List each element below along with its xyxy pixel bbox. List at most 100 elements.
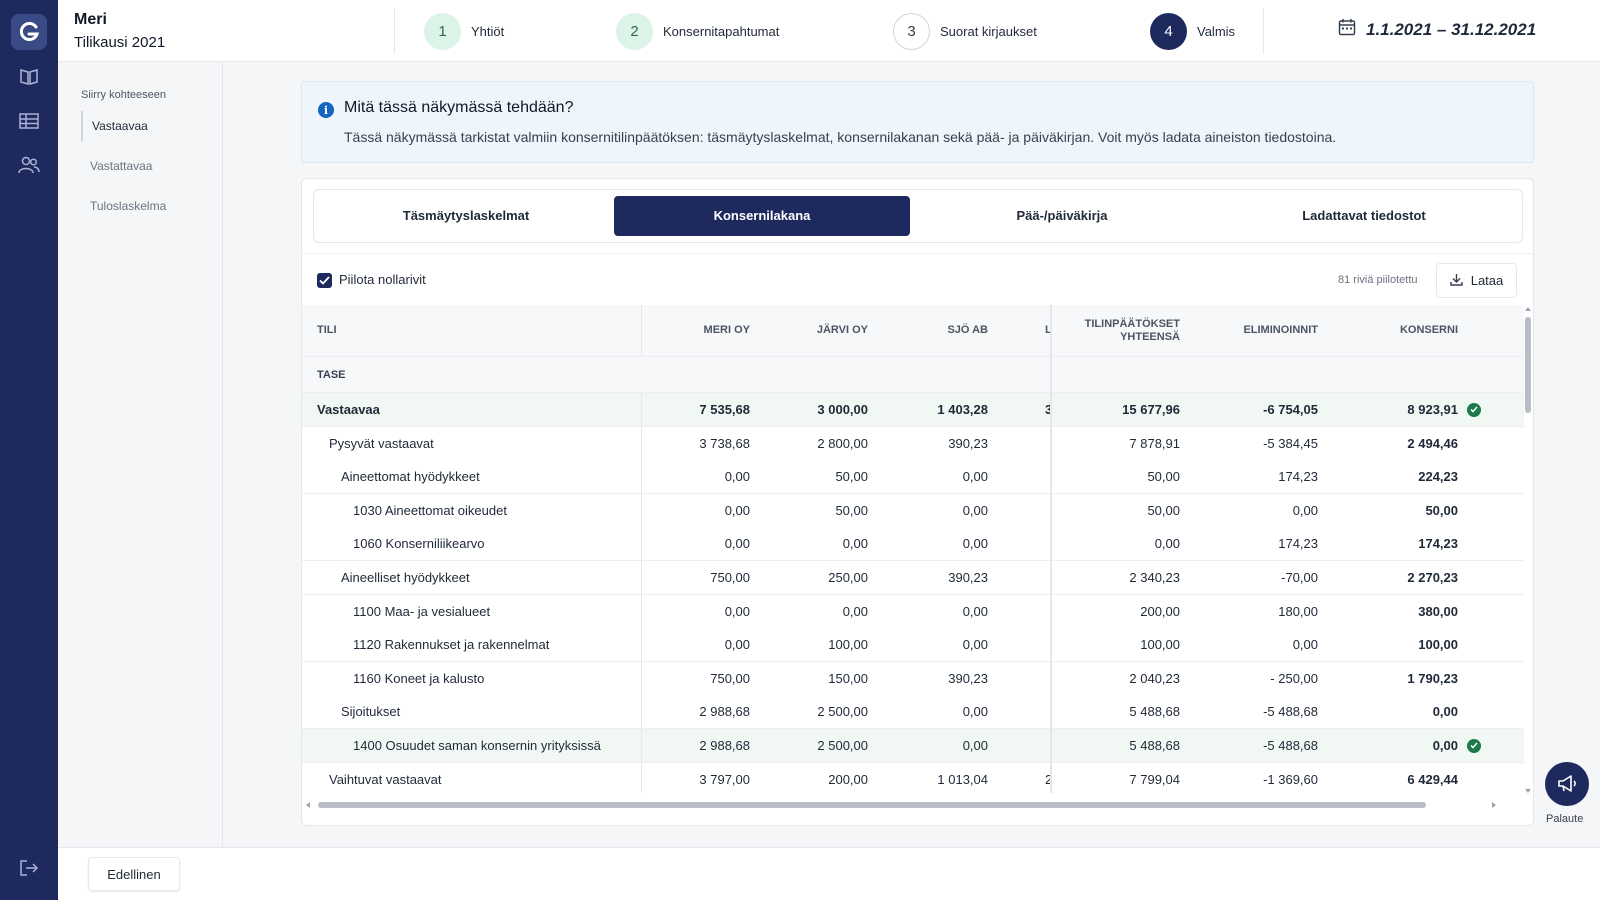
account-name-cell: 1060 Konserniliikearvo [353, 536, 485, 552]
sjo-value-cell: 1 403,28 [937, 402, 988, 417]
hide-zero-rows-checkbox[interactable] [317, 273, 332, 288]
table-row[interactable]: Sijoitukset 2 988,68 2 500,00 0,00 5 488,68 -… [302, 695, 1524, 730]
account-name-cell: 1160 Koneet ja kalusto [353, 670, 485, 686]
header-divider [1263, 8, 1264, 54]
table-row[interactable]: 1160 Koneet ja kalusto 750,00 150,00 390,23… [302, 661, 1524, 696]
step-label: Yhtiöt [471, 23, 505, 39]
scrollbar-thumb[interactable] [318, 802, 1426, 808]
nav-item-vastaavaa[interactable]: Vastaavaa [81, 111, 148, 141]
elimination-value-cell: - 250,00 [1270, 670, 1318, 686]
total-value-cell: 50,00 [1147, 502, 1180, 518]
jump-to-title: Siirry kohteeseen [81, 89, 166, 101]
jarvi-value-cell: 0,00 [842, 603, 868, 619]
meri-value-cell: 0,00 [724, 502, 750, 518]
app-logo-icon[interactable] [11, 14, 47, 50]
elimination-value-cell: 174,23 [1278, 536, 1318, 552]
table-row[interactable]: 1100 Maa- ja vesialueet 0,00 0,00 0,00 200,0… [302, 594, 1524, 629]
table-icon[interactable] [17, 109, 41, 133]
total-value-cell: 7 799,04 [1129, 771, 1180, 787]
fiscal-period: Tilikausi 2021 [74, 34, 166, 51]
group-value-cell: 1 790,23 [1407, 670, 1458, 686]
validated-check-icon [1467, 729, 1487, 762]
table-row[interactable]: 1060 Konserniliikearvo 0,00 0,00 0,00 0,00 17… [302, 527, 1524, 562]
account-name-cell: Vaihtuvat vastaavat [329, 771, 442, 787]
info-title: Mitä tässä näkymässä tehdään? [344, 99, 574, 116]
col-header-group[interactable]: KONSERNI [1399, 324, 1458, 336]
table-row[interactable]: Vastaavaa 7 535,68 3 000,00 1 403,28 3 15 677… [302, 393, 1524, 427]
col-header-account[interactable]: TILI [317, 324, 337, 336]
column-divider [641, 561, 642, 594]
report-card: Täsmäytyslaskelmat Konsernilakana Pää-/p… [301, 178, 1534, 826]
total-value-cell: 5 488,68 [1129, 704, 1180, 720]
nav-item-tuloslaskelma[interactable]: Tuloslaskelma [90, 199, 167, 213]
table-row[interactable]: Pysyvät vastaavat 3 738,68 2 800,00 390,23 7… [302, 426, 1524, 461]
elimination-value-cell: 174,23 [1278, 469, 1318, 485]
elimination-value-cell: -70,00 [1281, 570, 1318, 585]
step-number: 1 [424, 12, 461, 50]
scrollbar-thumb[interactable] [1525, 317, 1531, 413]
total-value-cell: 7 878,91 [1129, 435, 1180, 451]
sjo-value-cell: 0,00 [962, 704, 988, 720]
company-name: Meri [74, 11, 107, 28]
book-icon[interactable] [17, 65, 41, 89]
tab-tasmaytyslaskelmat[interactable]: Täsmäytyslaskelmat [402, 208, 530, 223]
col-header-sjo[interactable]: SJÖ AB [947, 324, 988, 336]
scroll-right-icon [1492, 802, 1496, 808]
checkmark-icon [319, 276, 330, 285]
account-name-cell: Vastaavaa [317, 402, 380, 417]
jump-to-nav: Siirry kohteeseen Vastaavaa Vastattavaa … [58, 62, 223, 847]
sjo-value-cell: 0,00 [962, 536, 988, 552]
table-row[interactable]: Vaihtuvat vastaavat 3 797,00 200,00 1 013,0… [302, 762, 1524, 793]
download-button[interactable]: Lataa [1436, 263, 1517, 298]
col-header-meri[interactable]: MERI OY [703, 324, 750, 336]
account-name-cell: Aineettomat hyödykkeet [341, 469, 480, 485]
date-range[interactable]: 1.1.2021 – 31.12.2021 [1338, 18, 1536, 41]
group-value-cell: 8 923,91 [1407, 402, 1458, 417]
col-header-partial[interactable]: L [1045, 305, 1051, 356]
feedback-button[interactable] [1545, 762, 1589, 806]
table-row[interactable]: Aineettomat hyödykkeet 0,00 50,00 0,00 50,00… [302, 460, 1524, 495]
col-header-jarvi[interactable]: JÄRVI OY [816, 324, 868, 336]
jarvi-value-cell: 100,00 [828, 637, 868, 653]
section-label: TASE [317, 368, 346, 381]
logout-icon[interactable] [17, 856, 41, 880]
total-value-cell: 5 488,68 [1129, 738, 1180, 753]
group-value-cell: 50,00 [1425, 502, 1458, 518]
sjo-value-cell: 0,00 [962, 738, 988, 753]
sjo-value-cell: 0,00 [962, 637, 988, 653]
table-row[interactable]: 1030 Aineettomat oikeudet 0,00 50,00 0,00 50… [302, 493, 1524, 528]
elimination-value-cell: 0,00 [1292, 637, 1318, 653]
step-konsernitapahtumat[interactable]: 2 Konsernitapahtumat [616, 12, 779, 50]
step-suorat-kirjaukset[interactable]: 3 Suorat kirjaukset [893, 12, 1037, 50]
horizontal-scrollbar[interactable] [302, 799, 1524, 811]
total-value-cell: 2 040,23 [1129, 670, 1180, 686]
column-divider [641, 762, 642, 793]
group-value-cell: 100,00 [1418, 637, 1458, 653]
sjo-value-cell: 390,23 [948, 435, 988, 451]
tab-ladattavat-tiedostot[interactable]: Ladattavat tiedostot [1302, 208, 1426, 223]
nav-item-vastattavaa[interactable]: Vastattavaa [90, 159, 153, 173]
tab-paa-paivakirja[interactable]: Pää-/päiväkirja [1016, 208, 1108, 223]
table-row[interactable]: 1120 Rakennukset ja rakennelmat 0,00 100,0… [302, 628, 1524, 663]
col-header-eliminations[interactable]: ELIMINOINNIT [1243, 324, 1318, 336]
hide-zero-rows-label[interactable]: Piilota nollarivit [339, 272, 426, 287]
table-row[interactable]: Aineelliset hyödykkeet 750,00 250,00 390,23… [302, 561, 1524, 595]
table-toolbar: Piilota nollarivit 81 riviä piilotettu L… [302, 253, 1533, 305]
elimination-value-cell: -5 384,45 [1263, 435, 1318, 451]
tab-konsernilakana[interactable]: Konsernilakana [614, 196, 910, 236]
sjo-value-cell: 0,00 [962, 502, 988, 518]
col-header-total[interactable]: TILINPÄÄTÖKSET YHTEENSÄ [1062, 305, 1180, 356]
previous-button[interactable]: Edellinen [88, 857, 180, 891]
elimination-value-cell: -5 488,68 [1263, 738, 1318, 753]
users-icon[interactable] [17, 153, 41, 177]
vertical-scrollbar[interactable] [1523, 305, 1533, 795]
table-row[interactable]: 1400 Osuudet saman konsernin yrityksissä… [302, 729, 1524, 763]
elimination-value-cell: 0,00 [1292, 502, 1318, 518]
step-valmis[interactable]: 4 Valmis [1150, 12, 1235, 50]
group-value-cell: 224,23 [1418, 469, 1458, 485]
group-value-cell: 2 494,46 [1407, 435, 1458, 451]
meri-value-cell: 2 988,68 [699, 704, 750, 720]
step-yhtiot[interactable]: 1 Yhtiöt [424, 12, 504, 50]
jarvi-value-cell: 2 500,00 [817, 704, 868, 720]
group-value-cell: 2 270,23 [1407, 570, 1458, 585]
